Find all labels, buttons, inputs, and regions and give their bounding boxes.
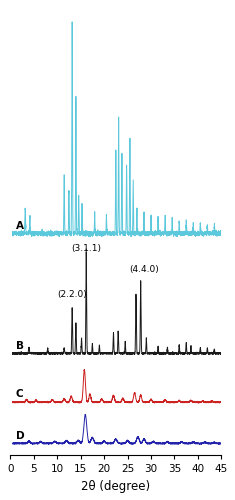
Text: A: A xyxy=(16,221,24,231)
Text: (4.4.0): (4.4.0) xyxy=(129,264,159,274)
Text: B: B xyxy=(16,341,24,351)
Text: C: C xyxy=(16,390,24,400)
Text: (2.2.0): (2.2.0) xyxy=(57,290,87,300)
Text: (3.1.1): (3.1.1) xyxy=(71,244,101,254)
X-axis label: 2θ (degree): 2θ (degree) xyxy=(81,480,150,493)
Text: D: D xyxy=(16,430,24,440)
